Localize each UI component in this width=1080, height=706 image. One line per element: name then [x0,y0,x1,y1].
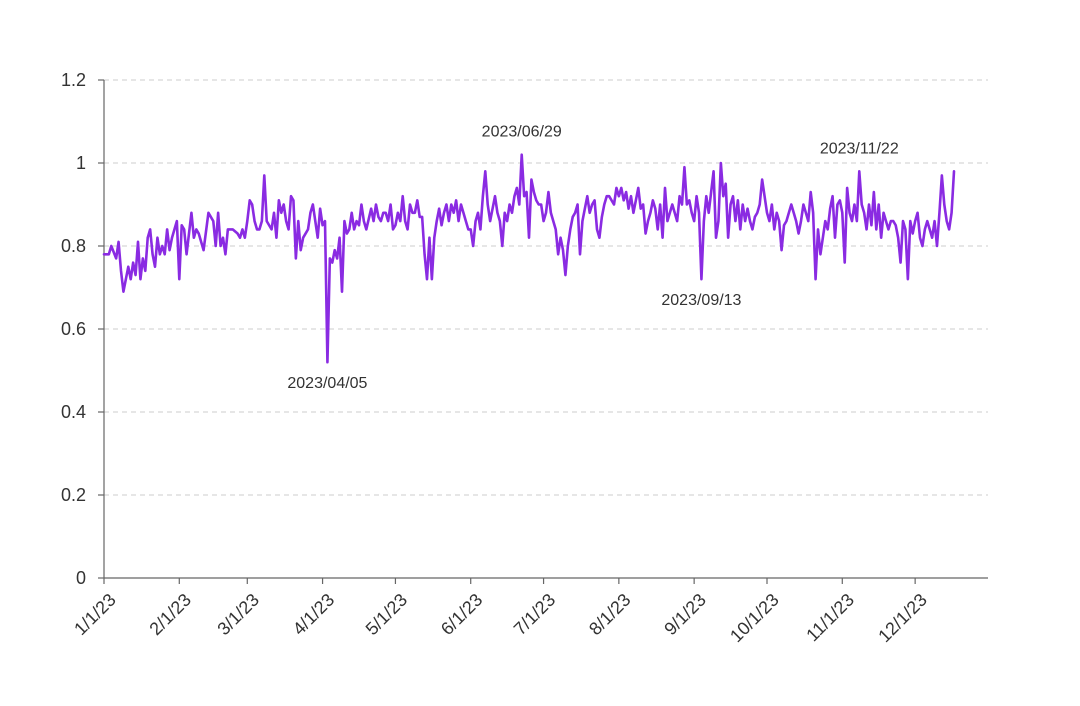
y-tick-label: 0 [76,568,86,588]
y-tick-label: 1.2 [61,70,86,90]
x-tick-label: 2/1/23 [145,590,195,640]
x-tick-label: 7/1/23 [510,590,560,640]
annotation-layer: 2023/04/05 2023/06/29 2023/09/13 2023/11/22 [287,124,898,393]
x-tick-label: 8/1/23 [585,590,635,640]
annotation-label: 2023/04/05 [287,375,367,392]
x-tick-label: 6/1/23 [437,590,487,640]
x-tick-label: 12/1/23 [874,590,931,647]
y-tick-label: 0.6 [61,319,86,339]
x-tick-label: 4/1/23 [289,590,339,640]
x-tick-label: 10/1/23 [726,590,783,647]
x-tick-label: 11/1/23 [802,590,858,646]
x-tick-label: 5/1/23 [362,590,412,640]
y-tick-label: 0.8 [61,236,86,256]
x-tick-label: 3/1/23 [213,590,263,640]
annotation-label: 2023/11/22 [820,140,899,157]
x-tick-label: 1/1/23 [70,590,120,640]
series-layer [102,153,956,364]
x-tick-label: 9/1/23 [660,590,710,640]
y-tick-label: 0.4 [61,402,86,422]
y-tick-label: 0.2 [61,485,86,505]
series-line-0 [102,153,956,364]
y-tick-label: 1 [76,153,86,173]
annotation-label: 2023/06/29 [482,124,562,141]
annotation-label: 2023/09/13 [661,292,741,309]
grid-layer [104,79,988,496]
